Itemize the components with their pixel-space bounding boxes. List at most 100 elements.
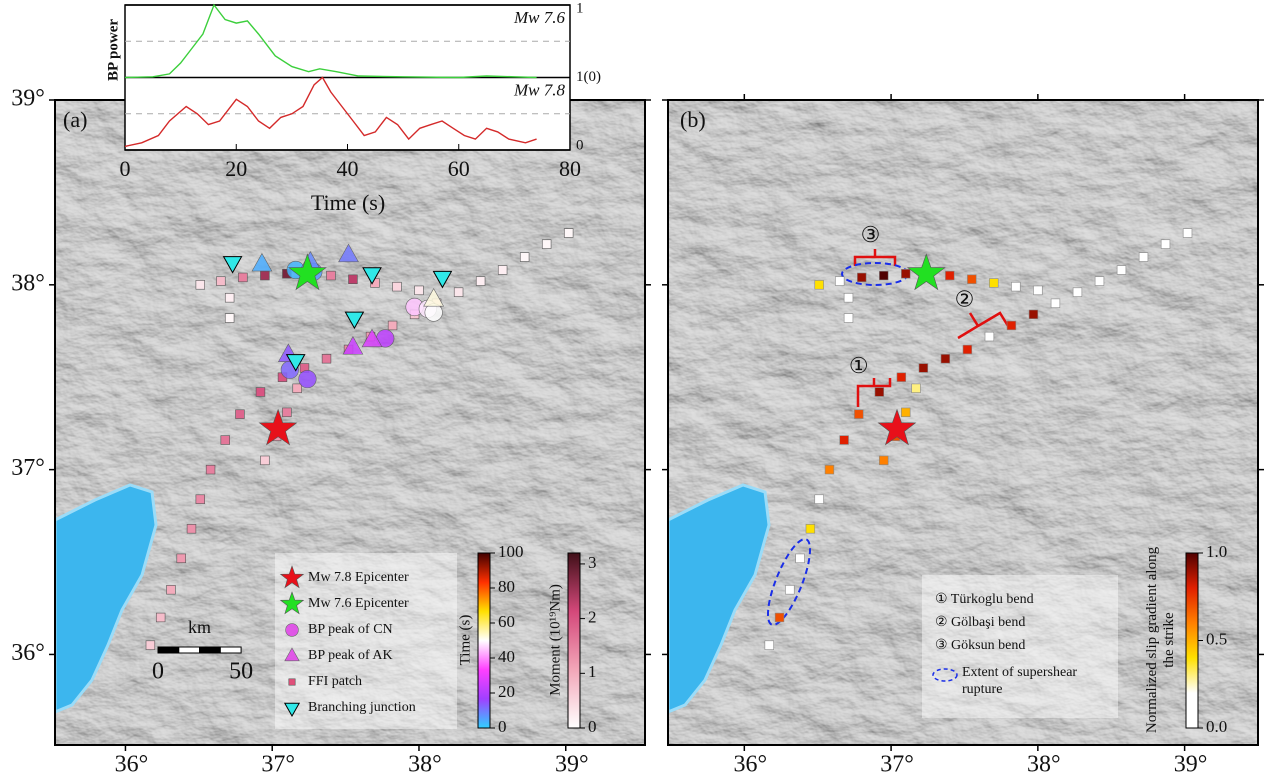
square-marker [326, 270, 336, 281]
square-marker [989, 278, 999, 288]
y-tick-label: 1 [576, 0, 584, 16]
colorbar-tick-label: 3 [588, 553, 597, 572]
square-marker [205, 464, 216, 475]
scale-bar-unit: km [188, 617, 211, 637]
square-marker [843, 293, 854, 303]
colorbar-tick-label: 2 [588, 608, 597, 627]
square-marker [984, 331, 995, 342]
x-tick-label: 39° [555, 752, 589, 777]
square-marker [260, 270, 270, 281]
circle-marker [298, 369, 317, 389]
square-marker [321, 354, 332, 364]
map-b-marks: ① ② ③ [764, 222, 1193, 650]
sea [55, 483, 158, 714]
bend-bracket [856, 378, 892, 407]
square-marker [1116, 265, 1127, 275]
square-marker [255, 387, 266, 397]
triangle-down-marker [362, 267, 382, 285]
x-tick-label: 38° [1027, 752, 1061, 777]
square-marker [879, 455, 889, 466]
square-marker [901, 407, 911, 418]
series-label: Mw 7.8 [513, 80, 566, 99]
scale-bar-segment [219, 646, 242, 654]
square-marker [901, 269, 911, 279]
square-marker [764, 640, 774, 650]
colorbar-tick-label: 100 [498, 542, 524, 561]
square-marker [453, 287, 464, 297]
square-marker [220, 435, 230, 445]
legend-marker [285, 623, 299, 637]
map-frame [667, 99, 1259, 746]
square-marker [348, 274, 358, 284]
y-tick-label: 38° [11, 270, 45, 296]
y-tick-label: 1(0) [576, 69, 601, 85]
legend-marker [279, 565, 305, 589]
colorbar-tick-label: 40 [498, 647, 515, 666]
square-marker [774, 612, 785, 623]
bp-curve [124, 76, 537, 148]
bend-bracket [853, 249, 897, 266]
x-tick-label: 36° [115, 752, 149, 777]
panel-label: (b) [680, 107, 706, 132]
panel-label: (a) [63, 107, 87, 132]
square-marker [1138, 252, 1149, 262]
square-marker [1072, 287, 1083, 297]
colorbar [1185, 552, 1199, 729]
square-marker [962, 344, 973, 355]
square-marker [824, 464, 835, 475]
scale-bar-segment [157, 646, 180, 654]
legend-label: ③ Göksun bend [935, 638, 1025, 653]
colorbar-tick-label: 1 [588, 662, 597, 681]
square-marker [839, 435, 849, 445]
scale-bar-label: 50 [229, 659, 253, 685]
x-tick-label: 60 [448, 156, 470, 181]
square-marker [260, 455, 270, 466]
triangle-marker [251, 252, 273, 272]
square-marker [940, 354, 951, 364]
bp-curve [124, 3, 537, 79]
scale-bar-segment [199, 646, 221, 654]
square-marker [1028, 309, 1039, 320]
square-marker [475, 276, 486, 286]
legend-label: Mw 7.6 Epicenter [308, 596, 409, 611]
sea [668, 483, 771, 714]
x-tick-label: 38° [408, 752, 442, 777]
supershear-extent [766, 538, 812, 626]
bend-bracket [957, 311, 1010, 340]
square-marker [911, 383, 921, 394]
map-background [55, 100, 645, 745]
inset-chart: 0 1(0) 1 0 20 40 60 80 Mw 7.6 Mw 7.8 BP power Time … [105, 0, 601, 215]
map-background [668, 100, 1258, 745]
triangle-marker [361, 328, 383, 348]
square-marker [805, 524, 816, 534]
square-marker [814, 280, 824, 290]
colorbar-label: Normalized slip gradient along the strik… [1144, 546, 1177, 734]
square-marker [292, 383, 302, 394]
bend-label: ② [955, 286, 975, 311]
triangle-marker [423, 287, 445, 307]
square-marker [238, 272, 248, 283]
square-marker [1033, 285, 1043, 296]
square-marker [216, 276, 226, 286]
square-marker [282, 407, 292, 418]
bend-label: ① [849, 353, 869, 378]
square-marker [414, 285, 424, 296]
x-tick-label: 37° [261, 752, 295, 777]
legend-marker [932, 668, 958, 682]
square-marker [519, 252, 530, 262]
y-tick-label: 0 [576, 137, 584, 153]
scale-bar-segment [178, 646, 201, 654]
x-tick-label: 40 [337, 156, 359, 181]
square-marker [1182, 228, 1193, 238]
square-marker [563, 228, 574, 238]
legend-label: Branching junction [308, 700, 416, 715]
square-marker [918, 363, 929, 373]
legend-marker [284, 647, 300, 662]
colorbar-tick-label: 80 [498, 577, 515, 596]
triangle-marker [338, 243, 359, 263]
colorbar-tick-label: 0.5 [1206, 629, 1227, 648]
triangle-down-marker [285, 354, 306, 372]
triangle-down-marker [432, 270, 453, 289]
star-marker [877, 408, 917, 446]
